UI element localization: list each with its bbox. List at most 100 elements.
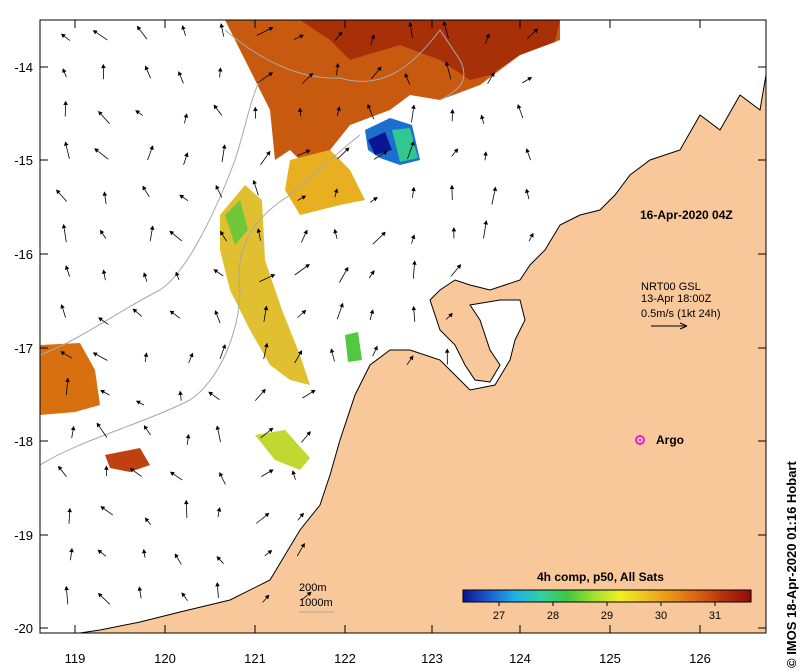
current-vector-head (256, 228, 262, 233)
current-vector-head (142, 185, 147, 191)
current-vector-head (367, 103, 372, 109)
current-vector-head (533, 28, 539, 34)
current-vector-head (483, 151, 488, 156)
current-vector-head (377, 66, 382, 72)
lon-tick-label: 123 (421, 651, 443, 666)
current-vector-head (184, 152, 189, 158)
current-vector-head (136, 25, 142, 31)
current-vector-head (373, 345, 378, 351)
current-vector-head (344, 266, 349, 272)
sst-swath-filament-green (225, 200, 248, 245)
current-vector-head (100, 506, 106, 511)
current-vector-head (208, 391, 214, 397)
current-vector-head (58, 465, 63, 471)
current-vector-head (529, 232, 534, 238)
current-vector-head (297, 350, 303, 355)
current-vector-head (305, 149, 311, 154)
current-vector-head (369, 309, 375, 314)
current-vector-head (101, 269, 107, 275)
current-info-line1: NRT00 GSL (641, 281, 701, 293)
current-vector-head (267, 550, 273, 555)
current-vector-head (444, 61, 450, 66)
current-vector-head (215, 184, 220, 190)
current-vector-head (485, 33, 490, 39)
depth-legend-1000m: 1000m (299, 597, 333, 609)
current-vector-head (65, 377, 70, 383)
current-vector-head (215, 425, 221, 431)
current-vector-head (261, 388, 266, 394)
current-vector-head (410, 234, 416, 240)
current-vector-head (100, 390, 105, 394)
current-vector-head (492, 186, 498, 192)
current-vector-head (329, 348, 335, 354)
longitude-axis: 119 120 121 122 123 124 125 126 (65, 20, 711, 666)
sst-swath-west (40, 343, 100, 415)
current-vector-head (92, 30, 98, 35)
current-vector-head (64, 265, 70, 270)
current-vector-head (335, 62, 340, 68)
current-info: NRT00 GSL 13-Apr 18:00Z 0.5m/s (1kt 24h) (641, 281, 720, 330)
current-vector-head (404, 73, 409, 78)
current-info-line2: 13-Apr 18:00Z (641, 293, 712, 305)
map-frame (40, 20, 766, 633)
colorbar-title: 4h comp, p50, All Sats (537, 570, 664, 584)
current-vector-head (62, 68, 67, 73)
current-vector-head (301, 309, 307, 315)
current-vector-head (181, 592, 186, 598)
current-vector-head (97, 549, 103, 555)
current-vector-head (370, 34, 376, 39)
current-vector-head (67, 507, 72, 513)
current-vector-head (453, 148, 459, 154)
current-vector-head (303, 229, 308, 235)
current-vector-head (102, 191, 108, 196)
current-vector-head (220, 230, 225, 236)
current-vector-head (177, 71, 183, 76)
lat-tick-label: -15 (14, 153, 33, 168)
current-vector-head (64, 585, 69, 591)
current-vector-head (101, 63, 106, 69)
lat-tick-label: -16 (14, 247, 33, 262)
current-vector-head (408, 21, 413, 27)
current-vector-head (456, 264, 462, 269)
current-vector-head (169, 471, 175, 476)
sst-swath-patch-mid (345, 332, 362, 362)
argo-marker[interactable] (635, 435, 645, 445)
current-vector-head (449, 184, 455, 190)
current-vector-head (135, 110, 141, 115)
current-vector-head (60, 33, 66, 39)
current-vector-head (149, 225, 155, 230)
current-vector-head (92, 352, 98, 357)
current-vector-head (411, 305, 417, 311)
current-vector-head (98, 110, 103, 116)
current-vector-head (305, 263, 310, 269)
current-vector-head (266, 150, 271, 156)
contour-1000m-north (40, 79, 261, 356)
sst-swath-cold-core (368, 132, 392, 155)
lat-tick-label: -14 (14, 60, 33, 75)
current-vector-head (263, 305, 269, 311)
current-vectors (56, 21, 539, 605)
current-vector-head (60, 304, 65, 309)
contour-200m (224, 29, 465, 101)
current-vector-head (100, 229, 105, 235)
current-vector-head (411, 186, 416, 192)
current-vector-head (451, 227, 457, 232)
sst-swath-plume (285, 150, 365, 215)
lat-tick-label: -19 (14, 528, 33, 543)
current-vector-head (63, 100, 68, 106)
colorbar-tick-label: 30 (655, 610, 667, 622)
lon-tick-label: 124 (509, 651, 531, 666)
credit-label: © IMOS 18-Apr-2020 01:16 Hobart (784, 461, 799, 668)
current-vector-head (270, 274, 276, 279)
colorbar: 4h comp, p50, All Sats 27 28 29 30 31 (462, 570, 752, 622)
lon-tick-label: 126 (689, 651, 711, 666)
current-vector-head (184, 499, 189, 505)
current-vector-head (178, 390, 183, 396)
current-vector-head (300, 542, 305, 548)
current-vector-head (70, 425, 76, 431)
current-vector-head (143, 425, 149, 430)
current-vector-head (144, 65, 149, 71)
current-vector-head (373, 197, 378, 202)
current-vector-head (219, 23, 225, 28)
